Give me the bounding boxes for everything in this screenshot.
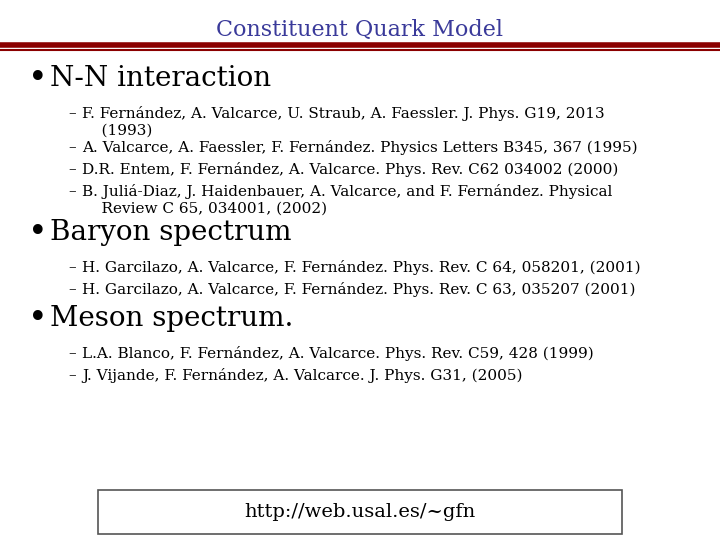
Text: N-N interaction: N-N interaction [50, 64, 271, 91]
FancyBboxPatch shape [98, 490, 622, 534]
Text: –: – [68, 140, 76, 154]
Text: L.A. Blanco, F. Fernández, A. Valcarce. Phys. Rev. C59, 428 (1999): L.A. Blanco, F. Fernández, A. Valcarce. … [82, 346, 594, 361]
Text: •: • [28, 215, 48, 248]
Text: H. Garcilazo, A. Valcarce, F. Fernández. Phys. Rev. C 63, 035207 (2001): H. Garcilazo, A. Valcarce, F. Fernández.… [82, 282, 636, 297]
Text: H. Garcilazo, A. Valcarce, F. Fernández. Phys. Rev. C 64, 058201, (2001): H. Garcilazo, A. Valcarce, F. Fernández.… [82, 260, 641, 275]
Text: –: – [68, 184, 76, 198]
Text: F. Fernández, A. Valcarce, U. Straub, A. Faessler. J. Phys. G19, 2013
    (1993): F. Fernández, A. Valcarce, U. Straub, A.… [82, 106, 605, 137]
Text: –: – [68, 282, 76, 296]
Text: J. Vijande, F. Fernández, A. Valcarce. J. Phys. G31, (2005): J. Vijande, F. Fernández, A. Valcarce. J… [82, 368, 523, 383]
Text: D.R. Entem, F. Fernández, A. Valcarce. Phys. Rev. C62 034002 (2000): D.R. Entem, F. Fernández, A. Valcarce. P… [82, 162, 618, 177]
Text: Baryon spectrum: Baryon spectrum [50, 219, 292, 246]
Text: http://web.usal.es/~gfn: http://web.usal.es/~gfn [244, 503, 476, 521]
Text: B. Juliá-Diaz, J. Haidenbauer, A. Valcarce, and F. Fernández. Physical
    Revie: B. Juliá-Diaz, J. Haidenbauer, A. Valcar… [82, 184, 613, 215]
Text: –: – [68, 162, 76, 176]
Text: •: • [28, 301, 48, 334]
Text: –: – [68, 260, 76, 274]
Text: –: – [68, 368, 76, 382]
Text: Constituent Quark Model: Constituent Quark Model [217, 19, 503, 41]
Text: –: – [68, 106, 76, 120]
Text: Meson spectrum.: Meson spectrum. [50, 305, 293, 332]
Text: –: – [68, 346, 76, 360]
Text: A. Valcarce, A. Faessler, F. Fernández. Physics Letters B345, 367 (1995): A. Valcarce, A. Faessler, F. Fernández. … [82, 140, 638, 155]
Text: •: • [28, 62, 48, 94]
